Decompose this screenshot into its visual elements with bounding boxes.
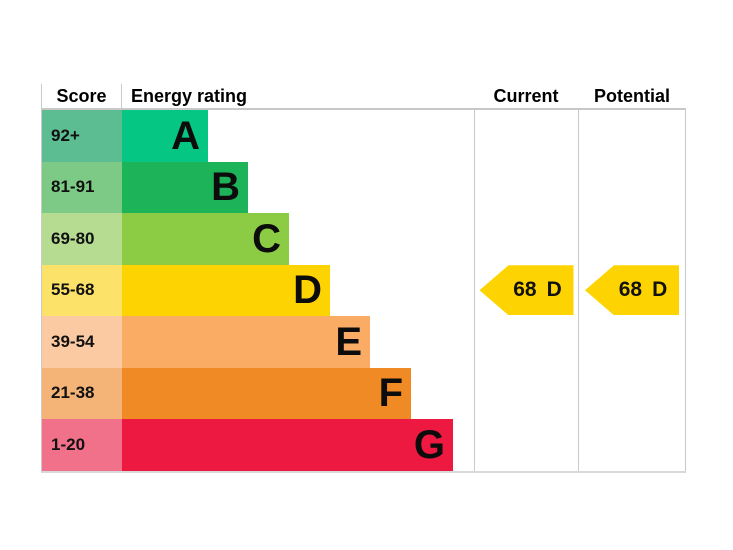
band-letter-f: F bbox=[378, 371, 403, 416]
current-rating-arrow: 68 D bbox=[479, 265, 574, 316]
energy-rating-cell-d: D bbox=[122, 264, 474, 316]
energy-rating-cell-b: B bbox=[122, 161, 474, 213]
potential-cell-a bbox=[578, 110, 686, 162]
current-cell-a bbox=[474, 110, 578, 162]
band-letter-e: E bbox=[335, 319, 362, 364]
band-bar-c: C bbox=[122, 213, 289, 265]
current-cell-e bbox=[474, 316, 578, 368]
current-cell-b bbox=[474, 161, 578, 213]
score-cell-a: 92+ bbox=[42, 110, 122, 162]
current-cell-c bbox=[474, 213, 578, 265]
potential-cell-d: 68 D bbox=[578, 264, 686, 316]
energy-rating-cell-c: C bbox=[122, 213, 474, 265]
current-cell-g bbox=[474, 419, 578, 471]
current-cell-f bbox=[474, 367, 578, 419]
band-bar-b: B bbox=[122, 161, 248, 213]
score-cell-d: 55-68 bbox=[42, 264, 122, 316]
current-header: Current bbox=[474, 84, 578, 110]
energy-rating-cell-e: E bbox=[122, 316, 474, 368]
score-cell-b: 81-91 bbox=[42, 161, 122, 213]
potential-header: Potential bbox=[578, 84, 686, 110]
band-letter-b: B bbox=[211, 165, 240, 210]
band-bar-f: F bbox=[122, 367, 411, 419]
band-bar-d: D bbox=[122, 264, 330, 316]
band-bar-e: E bbox=[122, 316, 370, 368]
potential-cell-c bbox=[578, 213, 686, 265]
score-cell-f: 21-38 bbox=[42, 367, 122, 419]
score-header: Score bbox=[42, 84, 122, 110]
band-letter-d: D bbox=[293, 268, 322, 313]
current-rating-band: D bbox=[546, 278, 562, 302]
potential-rating-value: 68 bbox=[618, 278, 643, 302]
band-letter-c: C bbox=[252, 216, 281, 261]
band-bar-g: G bbox=[122, 419, 453, 471]
energy-rating-cell-a: A bbox=[122, 110, 474, 162]
band-bar-a: A bbox=[122, 110, 208, 162]
energy-rating-header: Energy rating bbox=[122, 84, 474, 110]
potential-rating-arrow: 68 D bbox=[585, 265, 679, 316]
band-letter-g: G bbox=[413, 422, 445, 467]
potential-rating-band: D bbox=[652, 278, 668, 302]
band-letter-a: A bbox=[171, 113, 200, 158]
score-cell-g: 1-20 bbox=[42, 419, 122, 471]
epc-table: Score Energy rating Current Potential 92… bbox=[41, 84, 686, 473]
current-cell-d: 68 D bbox=[474, 264, 578, 316]
score-cell-c: 69-80 bbox=[42, 213, 122, 265]
energy-rating-cell-g: G bbox=[122, 419, 474, 471]
potential-cell-f bbox=[578, 367, 686, 419]
potential-cell-g bbox=[578, 419, 686, 471]
current-rating-value: 68 bbox=[513, 278, 537, 302]
score-cell-e: 39-54 bbox=[42, 316, 122, 368]
potential-cell-b bbox=[578, 161, 686, 213]
energy-rating-cell-f: F bbox=[122, 367, 474, 419]
potential-cell-e bbox=[578, 316, 686, 368]
